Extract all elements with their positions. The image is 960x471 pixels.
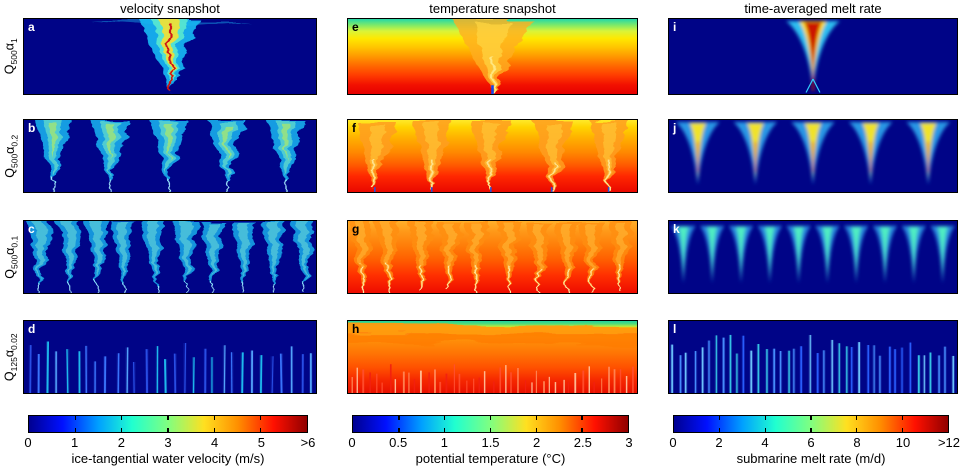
colorbar-tick-mark: [901, 428, 904, 432]
colorbar-tick-mark: [581, 416, 583, 420]
colorbar-tick-mark: [810, 428, 812, 432]
colorbar-tick-mark: [398, 428, 400, 432]
colorbar-tick-label: 2: [715, 435, 723, 450]
row-label-Q500-a0.1: Q500α0.1: [2, 235, 20, 279]
panel-h: h: [347, 320, 638, 394]
colorbar-tick-label: 1.5: [481, 435, 500, 450]
colorbar-melt-rate: 0 2 4 6 8 10 >12 submarine melt rate (m/d): [669, 415, 960, 466]
colorbar-tick-label: 1: [71, 435, 79, 450]
colorbar-tick-mark: [167, 428, 169, 432]
row-label-Q125-a0.02: Q125α0.02: [2, 333, 20, 381]
colorbar-tick-label: 6: [807, 435, 815, 450]
colorbar-tick-mark: [74, 416, 77, 420]
colorbar-melt-rate-gradient: [673, 415, 949, 433]
panel-e: e: [347, 18, 638, 95]
colorbar-tick-mark: [259, 428, 262, 432]
colorbar-tick-label: 3: [625, 435, 633, 450]
colorbar-tick-mark: [167, 416, 169, 420]
colorbar-tick-mark: [718, 416, 721, 420]
colorbar-tick-mark: [120, 416, 123, 420]
colorbar-temperature-gradient: [352, 415, 629, 433]
colorbar-velocity: 0 1 2 3 4 5 >6 ice-tangential water velocity (…: [24, 415, 315, 466]
column-title-time-averaged-melt-rate: time-averaged melt rate: [744, 1, 882, 16]
panel-letter-a: a: [28, 20, 35, 34]
colorbar-tick-mark: [259, 416, 262, 420]
colorbar-temperature-ticks: 0 0.5 1 1.5 2 2.5 3: [348, 433, 633, 450]
panel-letter-d: d: [28, 322, 36, 336]
colorbar-tick-label: 0.5: [389, 435, 408, 450]
colorbar-melt-rate-ticks: 0 2 4 6 8 10 >12: [669, 433, 960, 450]
colorbar-tick-mark: [489, 428, 492, 432]
colorbar-tick-mark: [764, 416, 767, 420]
colorbar-tick-mark: [213, 428, 216, 432]
panel-letter-h: h: [352, 322, 360, 336]
colorbar-velocity-label: ice-tangential water velocity (m/s): [71, 451, 265, 466]
row-label-Q500-a0.2: Q500α0.2: [2, 134, 20, 178]
colorbar-tick-mark: [489, 416, 492, 420]
colorbar-tick-label: 2.5: [573, 435, 592, 450]
colorbar-tick-label: 0: [24, 435, 32, 450]
colorbar-tick-mark: [535, 416, 538, 420]
colorbar-tick-mark: [398, 416, 400, 420]
colorbar-tick-label: 2: [117, 435, 125, 450]
colorbar-tick-mark: [810, 416, 812, 420]
colorbar-temperature: 0 0.5 1 1.5 2 2.5 3 potential temperature (°C): [348, 415, 633, 466]
column-title-velocity-snapshot: velocity snapshot: [120, 1, 220, 16]
panel-i: i: [668, 18, 958, 95]
panel-b: b: [23, 119, 317, 193]
colorbar-tick-label: 1: [440, 435, 448, 450]
colorbar-tick-label: 10: [895, 435, 911, 450]
panel-a: a: [23, 18, 317, 95]
colorbar-tick-mark: [213, 416, 216, 420]
colorbar-tick-mark: [535, 428, 538, 432]
panel-d: d: [23, 320, 317, 394]
panel-letter-e: e: [352, 20, 359, 34]
colorbar-temperature-label: potential temperature (°C): [415, 451, 566, 466]
colorbar-tick-label: 0: [669, 435, 677, 450]
colorbar-tick-label: 4: [761, 435, 769, 450]
colorbar-velocity-ticks: 0 1 2 3 4 5 >6: [24, 433, 315, 450]
colorbar-tick-mark: [74, 428, 77, 432]
colorbar-tick-mark: [855, 416, 858, 420]
colorbar-velocity-gradient: [28, 415, 308, 433]
colorbar-tick-label: 5: [257, 435, 265, 450]
colorbar-tick-label: >12: [937, 435, 960, 450]
colorbar-tick-mark: [764, 428, 767, 432]
colorbar-tick-mark: [855, 428, 858, 432]
colorbar-tick-label: >6: [300, 435, 316, 450]
colorbar-tick-label: 3: [164, 435, 172, 450]
panel-k: k: [668, 220, 958, 294]
row-label-Q500-a1: Q500α1: [2, 38, 20, 75]
panel-j: j: [668, 119, 958, 193]
panel-f: f: [347, 119, 638, 193]
colorbar-tick-mark: [443, 428, 446, 432]
colorbar-tick-label: 2: [533, 435, 541, 450]
colorbar-tick-mark: [581, 428, 583, 432]
panel-letter-b: b: [28, 121, 36, 135]
panel-letter-f: f: [352, 121, 356, 135]
panel-letter-k: k: [673, 222, 680, 236]
colorbar-tick-mark: [120, 428, 123, 432]
colorbar-tick-mark: [443, 416, 446, 420]
panel-letter-g: g: [352, 222, 360, 236]
column-title-temperature-snapshot: temperature snapshot: [429, 1, 556, 16]
colorbar-tick-label: 4: [211, 435, 219, 450]
colorbar-tick-mark: [901, 416, 904, 420]
colorbar-tick-mark: [718, 428, 721, 432]
panel-g: g: [347, 220, 638, 294]
colorbar-tick-label: 8: [853, 435, 861, 450]
panel-letter-j: j: [673, 121, 677, 135]
panel-c: c: [23, 220, 317, 294]
panel-letter-l: l: [673, 322, 677, 336]
colorbar-tick-label: 0: [348, 435, 356, 450]
panel-l: l: [668, 320, 958, 394]
colorbar-melt-rate-label: submarine melt rate (m/d): [736, 451, 886, 466]
panel-letter-i: i: [673, 20, 677, 34]
panel-letter-c: c: [28, 222, 35, 236]
